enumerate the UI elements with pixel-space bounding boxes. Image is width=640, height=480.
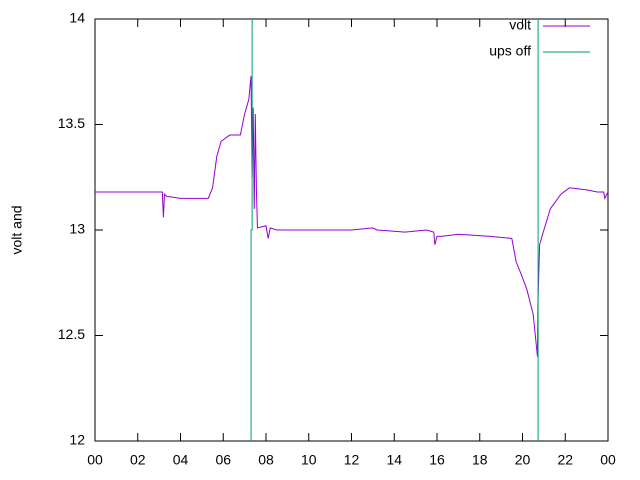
x-tick-label: 04 [173, 452, 189, 468]
x-tick-label: 00 [87, 452, 103, 468]
y-tick-label: 13.5 [58, 115, 85, 131]
x-tick-label: 00 [600, 452, 616, 468]
series-line [250, 19, 539, 441]
x-tick-label: 08 [258, 452, 274, 468]
x-tick-label: 16 [429, 452, 445, 468]
y-axis-label: volt and [9, 205, 25, 254]
legend-label: volt [509, 17, 531, 33]
y-tick-label: 12 [69, 432, 85, 448]
y-tick-label: 14 [69, 10, 85, 26]
x-tick-label: 20 [515, 452, 531, 468]
series-line [95, 75, 609, 357]
x-tick-label: 22 [557, 452, 573, 468]
y-tick-label: 12.5 [58, 326, 85, 342]
x-tick-label: 18 [472, 452, 488, 468]
x-tick-label: 12 [344, 452, 360, 468]
legend-label: ups off [489, 43, 531, 59]
x-tick-label: 02 [130, 452, 146, 468]
x-tick-label: 10 [301, 452, 317, 468]
x-tick-label: 06 [215, 452, 231, 468]
x-tick-label: 14 [386, 452, 402, 468]
y-tick-label: 13 [69, 221, 85, 237]
